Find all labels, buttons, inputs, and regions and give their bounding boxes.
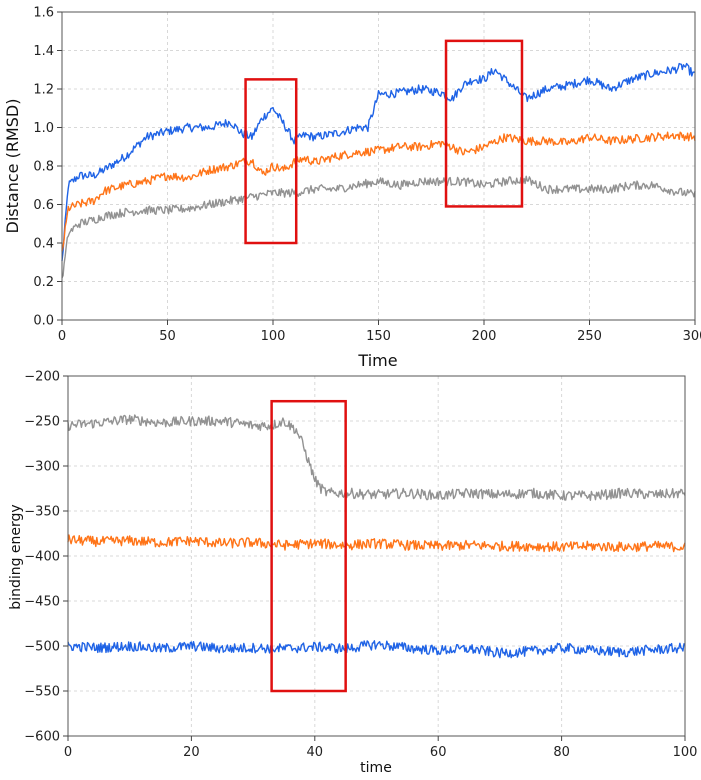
x-tick-label: 100 (673, 745, 698, 760)
highlight-box-1 (270, 399, 347, 693)
binding-energy-chart: 0 20 40 60 80 100 −600 −550 −500 −450 −400 −350 −30… (8, 370, 698, 777)
x-axis-label: Time (357, 351, 397, 370)
highlight-boxes (244, 39, 524, 245)
x-axis-label: time (360, 760, 392, 776)
x-tick-label: 250 (577, 329, 602, 344)
y-axis-label: Distance (RMSD) (3, 99, 22, 234)
y-tick-label: 1.0 (33, 121, 54, 136)
rmsd-chart: 0 50 100 150 200 250 300 0.0 0.2 0.4 0.6 0.8 1.0 1.2… (3, 6, 701, 371)
x-tick-label: 50 (159, 329, 176, 344)
x-tick-label: 150 (366, 329, 391, 344)
y-tick-label: −200 (24, 370, 60, 385)
y-tick-label: 0.8 (33, 160, 54, 175)
y-tick-label: −600 (24, 730, 60, 745)
series-line-3 (67, 640, 686, 659)
y-tick-label: −500 (24, 640, 60, 655)
y-axis-ticks: 0.0 0.2 0.4 0.6 0.8 1.0 1.2 1.4 1.6 (33, 6, 62, 329)
x-tick-label: 200 (472, 329, 497, 344)
series-line-2 (61, 131, 696, 252)
highlight-box-2 (444, 39, 524, 208)
series-line-3 (61, 175, 696, 279)
series-group (67, 414, 686, 659)
highlight-box-1 (244, 78, 298, 245)
x-tick-label: 0 (58, 329, 66, 344)
y-tick-label: −250 (24, 415, 60, 430)
series-line-1 (61, 62, 696, 261)
y-tick-label: −550 (24, 685, 60, 700)
x-tick-label: 40 (307, 745, 324, 760)
x-tick-label: 0 (64, 745, 72, 760)
y-tick-label: 0.0 (33, 314, 54, 329)
y-tick-label: −450 (24, 595, 60, 610)
highlight-boxes (270, 399, 347, 693)
y-tick-label: 0.4 (33, 237, 54, 252)
y-tick-label: 0.2 (33, 275, 54, 290)
y-tick-label: 1.2 (33, 83, 54, 98)
plot-area (62, 12, 695, 320)
x-tick-label: 100 (261, 329, 286, 344)
series-line-2 (67, 534, 686, 553)
y-tick-label: 1.4 (33, 44, 54, 59)
y-tick-label: −300 (24, 460, 60, 475)
x-tick-label: 300 (683, 329, 701, 344)
series-line-1 (67, 414, 686, 502)
y-tick-label: 0.6 (33, 198, 54, 213)
x-axis-ticks: 0 20 40 60 80 100 (64, 736, 698, 760)
y-axis-ticks: −600 −550 −500 −450 −400 −350 −300 −250 −200 (24, 370, 68, 745)
x-tick-label: 20 (183, 745, 200, 760)
x-tick-label: 80 (553, 745, 570, 760)
y-axis-label: binding energy (8, 504, 24, 609)
y-tick-label: −350 (24, 505, 60, 520)
y-tick-label: 1.6 (33, 6, 54, 21)
x-tick-label: 60 (430, 745, 447, 760)
y-tick-label: −400 (24, 550, 60, 565)
x-axis-ticks: 0 50 100 150 200 250 300 (58, 320, 701, 344)
series-group (61, 62, 696, 279)
